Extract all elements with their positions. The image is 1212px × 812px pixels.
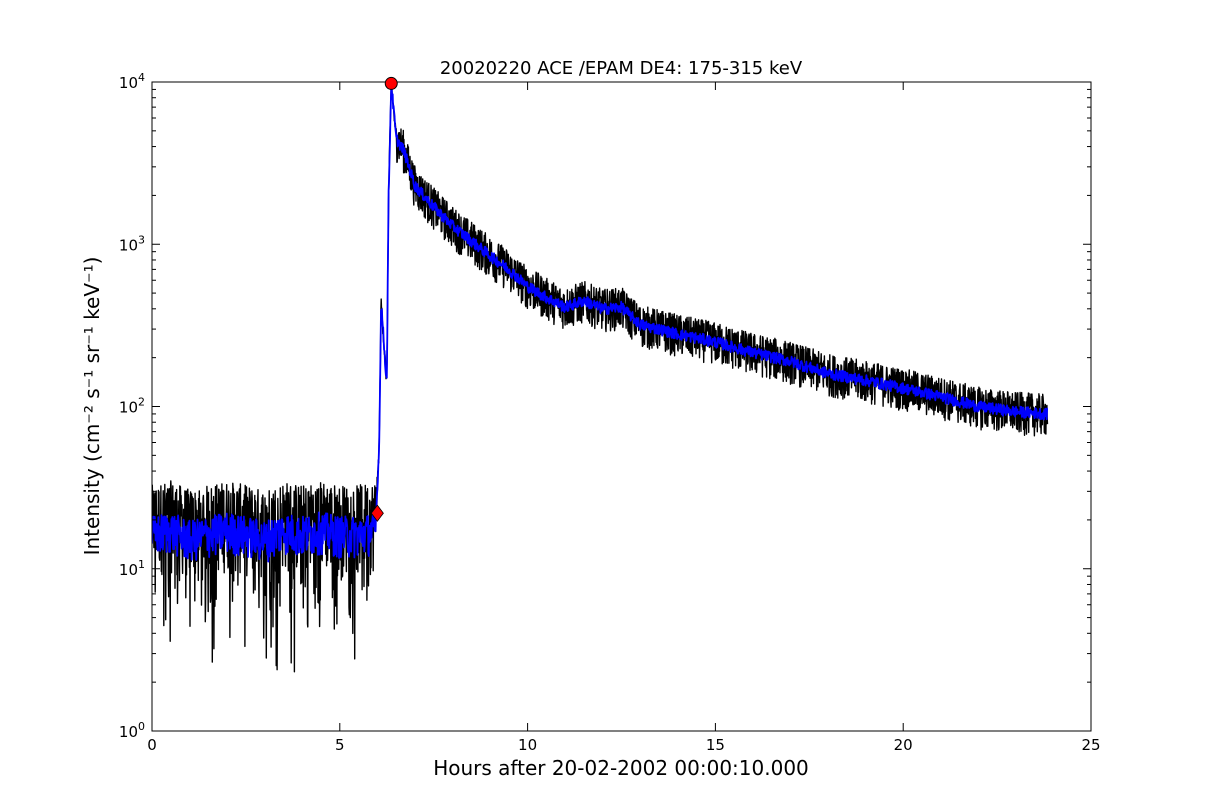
chart-title: 20020220 ACE /EPAM DE4: 175-315 keV <box>440 58 803 79</box>
raw-intensity-series <box>152 86 1049 673</box>
x-axis-label: Hours after 20-02-2002 00:00:10.000 <box>433 756 809 780</box>
smoothed-intensity-series <box>152 86 1048 563</box>
y-axis-label: Intensity (cm⁻² s⁻¹ sr⁻¹ keV⁻¹) <box>80 257 104 556</box>
y-tick-label: 102 <box>119 396 145 417</box>
x-axis-ticks: 0 5 10 15 20 25 <box>147 82 1101 754</box>
y-tick-label: 103 <box>119 233 145 254</box>
x-tick-label: 15 <box>706 736 725 754</box>
y-tick-label: 104 <box>119 71 145 92</box>
x-tick-label: 0 <box>147 736 157 754</box>
y-tick-label: 101 <box>119 558 145 579</box>
x-tick-label: 10 <box>518 736 537 754</box>
onset-marker <box>370 504 384 522</box>
y-tick-label: 100 <box>119 720 145 741</box>
x-tick-label: 25 <box>1081 736 1100 754</box>
y-axis-ticks: 100 101 102 103 104 <box>119 71 1091 741</box>
plot-area <box>152 86 1049 673</box>
x-tick-label: 20 <box>894 736 913 754</box>
x-tick-label: 5 <box>335 736 345 754</box>
peak-marker <box>384 76 398 90</box>
